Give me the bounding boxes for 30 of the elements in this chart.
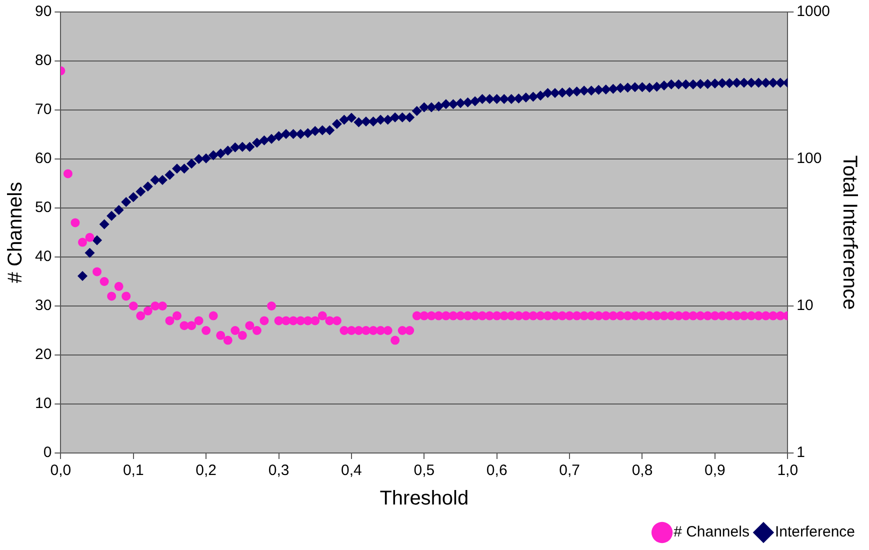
y2-axis-title: Total Interference: [838, 155, 860, 310]
y-tick-label: 60: [34, 150, 52, 168]
y2-tick-label: 100: [796, 150, 822, 168]
x-tick-label: 0,9: [704, 462, 726, 480]
y2-tick-label: 1000: [796, 3, 830, 20]
x-tick-label: 0,7: [559, 462, 580, 480]
y-tick-label: 50: [34, 199, 52, 216]
y-tick-label: 20: [34, 346, 52, 364]
x-tick-label: 0,5: [414, 462, 435, 480]
y-tick-label: 40: [34, 248, 52, 266]
y-tick-label: 80: [34, 52, 52, 70]
legend-label: # Channels: [674, 524, 750, 541]
y2-tick-label: 1: [796, 444, 805, 462]
x-tick-label: 1,0: [777, 462, 798, 480]
y2-tick-label: 10: [796, 297, 814, 314]
x-tick-label: 0,4: [341, 462, 362, 480]
x-tick-label: 0,3: [268, 462, 290, 480]
y-tick-label: 10: [34, 395, 52, 412]
x-tick-label: 0,0: [50, 462, 72, 480]
x-axis-title: Threshold: [380, 488, 469, 510]
legend-label: Interference: [774, 524, 855, 541]
y-tick-label: 70: [34, 101, 52, 118]
x-tick-label: 0,2: [196, 462, 217, 480]
y-axis-title: # Channels: [4, 182, 27, 284]
y-tick-label: 0: [43, 444, 52, 462]
x-tick-label: 0,1: [122, 462, 144, 480]
y-tick-label: 30: [34, 297, 52, 314]
y-tick-label: 90: [34, 3, 52, 20]
x-tick-label: 0,6: [486, 462, 508, 480]
x-tick-label: 0,8: [632, 462, 653, 480]
